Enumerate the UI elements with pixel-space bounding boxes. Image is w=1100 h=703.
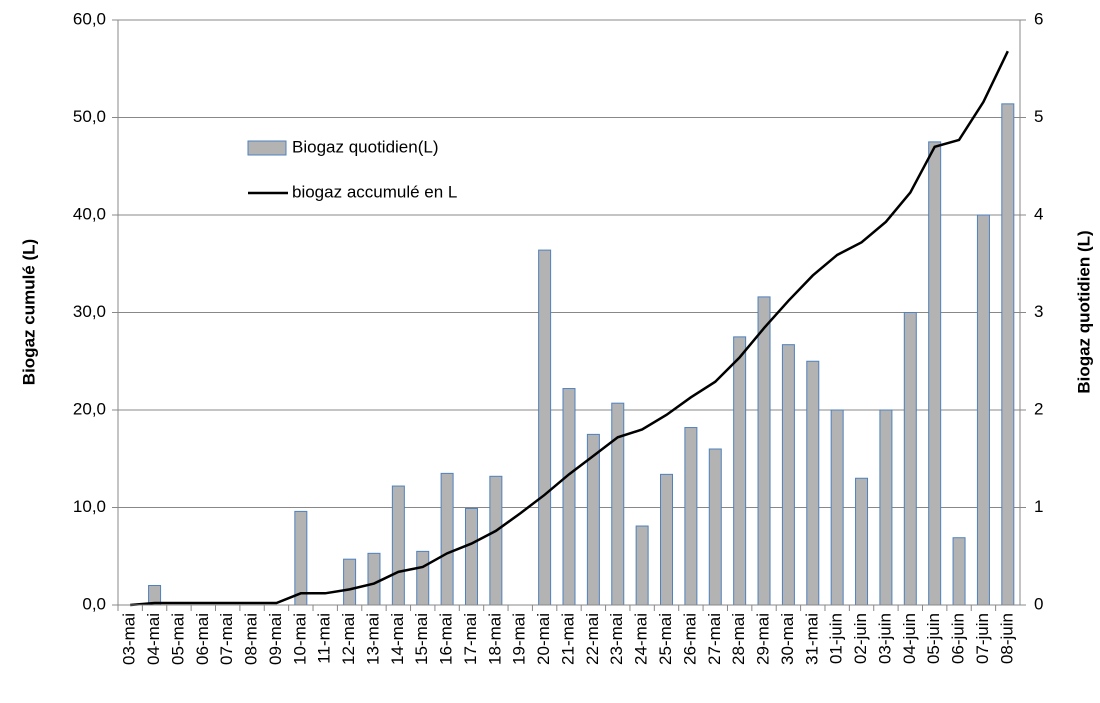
y-tick-label: 20,0	[73, 399, 106, 418]
bar	[830, 409, 844, 606]
x-tick-label: 05-juin	[924, 613, 943, 664]
y2-tick-label: 6	[1034, 9, 1043, 28]
bar	[538, 249, 552, 606]
x-tick-label: 10-mai	[290, 613, 309, 665]
x-tick-label: 19-mai	[510, 613, 529, 665]
x-tick-label: 03-juin	[875, 613, 894, 664]
x-tick-label: 26-mai	[680, 613, 699, 665]
x-tick-label: 01-juin	[827, 613, 846, 664]
y2-tick-label: 1	[1034, 497, 1043, 516]
bar	[391, 485, 405, 606]
y2-tick-label: 5	[1034, 107, 1043, 126]
x-tick-label: 08-mai	[242, 613, 261, 665]
x-tick-label: 06-mai	[193, 613, 212, 665]
line	[130, 50, 1009, 607]
bar	[562, 388, 576, 606]
x-tick-label: 04-juin	[900, 613, 919, 664]
y-tick-label: 10,0	[73, 497, 106, 516]
x-tick-label: 18-mai	[485, 613, 504, 665]
x-tick-label: 12-mai	[339, 613, 358, 665]
bar	[879, 409, 893, 606]
bar	[806, 360, 820, 606]
y2-axis-title: Biogaz quotidien (L)	[1074, 230, 1093, 393]
bar	[611, 402, 625, 606]
bar	[489, 475, 503, 606]
x-tick-label: 15-mai	[412, 613, 431, 665]
bar	[708, 448, 722, 606]
x-tick-label: 02-juin	[851, 613, 870, 664]
y-tick-label: 50,0	[73, 107, 106, 126]
bar	[635, 525, 649, 606]
y2-tick-label: 0	[1034, 594, 1043, 613]
x-tick-label: 13-mai	[363, 613, 382, 665]
x-tick-label: 27-mai	[705, 613, 724, 665]
x-tick-label: 06-juin	[949, 613, 968, 664]
x-tick-label: 09-mai	[266, 613, 285, 665]
x-tick-label: 07-juin	[973, 613, 992, 664]
bar	[976, 214, 990, 606]
x-tick-label: 24-mai	[632, 613, 651, 665]
bar	[952, 537, 966, 606]
bar	[416, 550, 430, 606]
x-tick-label: 03-mai	[120, 613, 139, 665]
y2-tick-label: 2	[1034, 399, 1043, 418]
bar	[343, 558, 357, 606]
bar	[464, 507, 478, 606]
x-tick-label: 04-mai	[144, 613, 163, 665]
x-tick-label: 05-mai	[168, 613, 187, 665]
bar	[684, 427, 698, 606]
x-tick-label: 22-mai	[583, 613, 602, 665]
x-tick-label: 17-mai	[461, 613, 480, 665]
x-tick-label: 07-mai	[217, 613, 236, 665]
bar	[733, 336, 747, 606]
bar	[757, 296, 771, 606]
y2-tick-label: 3	[1034, 302, 1043, 321]
bar	[928, 141, 942, 606]
x-tick-label: 29-mai	[754, 613, 773, 665]
bar	[660, 473, 674, 606]
x-tick-label: 31-mai	[802, 613, 821, 665]
legend-label: biogaz accumulé en L	[292, 182, 457, 201]
bar	[1001, 103, 1015, 606]
x-tick-label: 30-mai	[778, 613, 797, 665]
x-tick-label: 21-mai	[558, 613, 577, 665]
x-tick-label: 25-mai	[656, 613, 675, 665]
x-tick-label: 11-mai	[315, 613, 334, 664]
y-tick-label: 0,0	[82, 594, 106, 613]
bar	[440, 472, 454, 606]
y2-tick-label: 4	[1034, 204, 1043, 223]
legend-label: Biogaz quotidien(L)	[292, 137, 438, 156]
y-tick-label: 40,0	[73, 204, 106, 223]
bar	[294, 510, 308, 606]
y-tick-label: 60,0	[73, 9, 106, 28]
bar	[903, 312, 917, 606]
x-tick-label: 28-mai	[729, 613, 748, 665]
bar	[855, 477, 869, 606]
bar	[781, 344, 795, 606]
x-tick-label: 16-mai	[437, 613, 456, 665]
y-tick-label: 30,0	[73, 302, 106, 321]
bar	[367, 552, 381, 606]
x-tick-label: 20-mai	[534, 613, 553, 665]
y-axis-title: Biogaz cumulé (L)	[19, 239, 38, 385]
legend-swatch	[247, 140, 287, 156]
x-tick-label: 23-mai	[607, 613, 626, 665]
x-tick-label: 08-juin	[997, 613, 1016, 664]
x-tick-label: 14-mai	[388, 613, 407, 665]
